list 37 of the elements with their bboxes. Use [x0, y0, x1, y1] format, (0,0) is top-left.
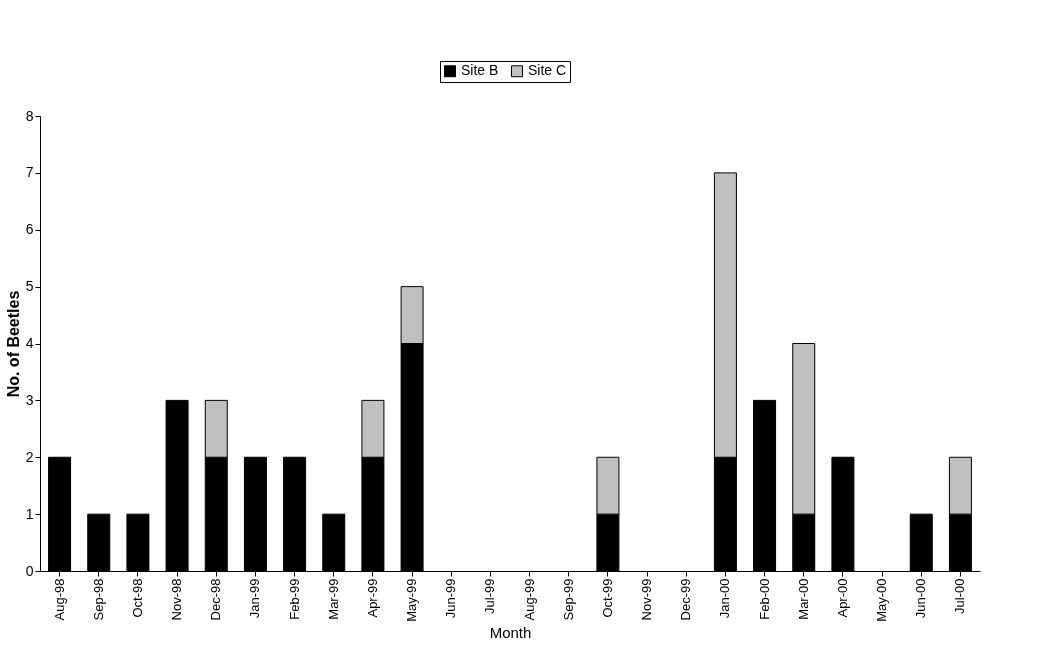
x-tick-label: Dec-99	[678, 578, 694, 621]
legend-label: Site C	[528, 62, 567, 79]
x-tick-label: Jun-00	[913, 578, 929, 619]
x-tick-label: Dec-98	[208, 578, 224, 621]
y-tick-label: 2	[25, 448, 34, 465]
y-tick-label: 6	[25, 221, 34, 238]
x-tick-label: Mar-99	[325, 578, 341, 620]
x-tick-label: Feb-00	[756, 578, 772, 620]
x-tick-label: Feb-99	[286, 578, 302, 620]
x-tick-label: Nov-98	[169, 578, 185, 621]
x-tick-label: Apr-00	[834, 578, 850, 618]
y-axis-title: No. of Beetles	[4, 290, 22, 398]
x-axis-title: Month	[489, 623, 532, 641]
y-tick-label: 8	[25, 107, 34, 124]
x-tick-label: Aug-99	[521, 578, 537, 621]
x-tick-label: Sep-99	[560, 578, 576, 621]
x-tick-label: Jun-99	[443, 578, 459, 619]
x-tick-label: Jul-00	[952, 578, 968, 614]
y-tick-label: 5	[25, 278, 34, 295]
x-tick-label: Jul-99	[482, 578, 498, 614]
x-tick-label: Jan-00	[717, 578, 733, 619]
x-tick-label: Oct-98	[129, 578, 145, 618]
y-tick-label: 0	[25, 562, 34, 579]
y-tick-label: 3	[25, 391, 34, 408]
x-tick-label: Jan-99	[247, 578, 263, 619]
y-tick-label: 1	[25, 505, 34, 522]
x-tick-label: Mar-00	[795, 578, 811, 620]
y-tick-label: 4	[25, 335, 34, 351]
legend-label: Site B	[461, 62, 499, 79]
x-tick-label: Oct-99	[599, 578, 615, 618]
y-tick-label: 7	[25, 164, 34, 181]
x-tick-label: Apr-99	[364, 578, 380, 618]
x-tick-label: Nov-99	[639, 578, 655, 621]
x-tick-label: May-00	[874, 578, 890, 622]
x-tick-label: Sep-98	[90, 578, 106, 621]
x-tick-label: May-99	[404, 578, 420, 622]
x-tick-label: Aug-98	[51, 578, 67, 621]
